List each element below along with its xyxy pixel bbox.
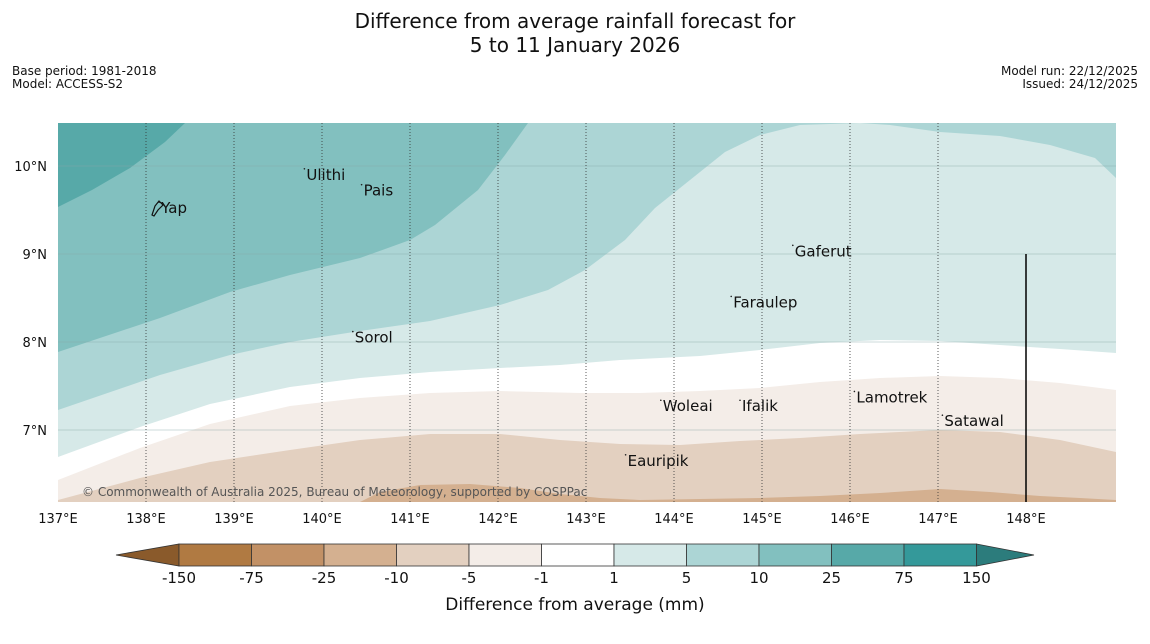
place-marker [360,183,363,186]
band-neg10-neg5 [58,430,1116,502]
lon-tick-label: 143°E [566,512,606,527]
place-label: Ulithi [306,166,345,184]
place-label: Woleai [663,397,713,415]
lon-tick-label: 139°E [214,512,254,527]
lat-tick-label: 8°N [23,336,48,351]
colorbar-label: -25 [312,569,337,587]
place-labels: Ulithi Pais Yap Gaferut Faraulep Sorol Lamotre… [158,166,1004,470]
place-label: Eauripik [628,452,689,470]
lat-tick-labels: 10°N 9°N 8°N 7°N [14,160,47,439]
rainfall-map: © Commonwealth of Australia 2025, Bureau… [58,123,1116,502]
lon-tick-label: 144°E [654,512,694,527]
lon-tick-label: 142°E [478,512,518,527]
colorbar-bin [396,543,470,567]
place-label: Yap [160,199,187,217]
colorbar-label: 150 [962,569,991,587]
colorbar-bin [323,543,397,567]
place-label: Sorol [355,329,393,347]
colorbar-title: Difference from average (mm) [445,595,704,615]
colorbar-label: 1 [609,569,619,587]
lon-gridlines [145,123,939,502]
lon-tick-label: 146°E [830,512,870,527]
place-label: Gaferut [795,242,852,260]
band-pos25-pos75 [58,123,185,207]
colorbar-label: -10 [384,569,409,587]
title-line-1: Difference from average rainfall forecas… [354,9,796,33]
place-marker [660,399,662,402]
lon-tick-label: 138°E [126,512,166,527]
colorbar-label: -5 [462,569,477,587]
colorbar-label: -150 [162,569,196,587]
lon-tick-labels: 137°E 138°E 139°E 140°E 141°E 142°E 143°E 144°E… [38,512,1046,527]
colorbar: -150 -75 -25 -10 -5 -1 1 5 10 25 75 150 [115,543,1035,587]
colorbar-label: 25 [822,569,841,587]
place-marker [739,399,741,402]
colorbar-label: -1 [534,569,549,587]
meta-right: Model run: 22/12/2025 Issued: 24/12/2025 [1001,65,1138,91]
colorbar-label: -75 [239,569,264,587]
place-marker [941,414,944,417]
colorbar-label: 75 [894,569,913,587]
place-marker [730,295,732,298]
model-name: Model: ACCESS-S2 [12,77,124,91]
lat-tick-label: 9°N [23,248,48,263]
lat-tick-label: 7°N [23,424,48,439]
colorbar-bin [613,543,687,567]
band-pos10-pos25 [58,123,528,352]
band-neg25-neg10 [360,484,1116,502]
colorbar-bin [686,543,760,567]
place-label: Ifalik [742,397,778,415]
place-label: Faraulep [733,293,797,311]
meta-left: Base period: 1981-2018 Model: ACCESS-S2 [12,65,157,91]
lon-tick-label: 148°E [1006,512,1046,527]
lon-tick-label: 140°E [302,512,342,527]
base-period: Base period: 1981-2018 [12,64,157,78]
lat-tick-label: 10°N [14,160,47,175]
colorbar-bin [251,543,325,567]
lon-tick-label: 147°E [918,512,958,527]
place-label: Satawal [944,412,1003,430]
place-marker [303,168,306,170]
colorbar-bin [758,543,832,567]
yap-island-outline [151,200,164,217]
lon-tick-label: 145°E [742,512,782,527]
issued-date: Issued: 24/12/2025 [1022,77,1138,91]
place-marker [158,201,160,204]
place-label: Pais [364,182,394,200]
lon-tick-label: 141°E [390,512,430,527]
title-line-2: 5 to 11 January 2026 [469,33,681,57]
colorbar-under-triangle [115,543,180,567]
place-marker [853,390,856,393]
place-marker [624,454,627,456]
colorbar-label: 10 [749,569,768,587]
colorbar-bin [831,543,905,567]
colorbar-bin [903,543,977,567]
lon-tick-label: 137°E [38,512,78,527]
colorbar-label: 5 [682,569,692,587]
colorbar-bin [178,543,252,567]
colorbar-bin [468,543,542,567]
place-marker [792,244,794,247]
place-label: Lamotrek [856,388,927,406]
colorbar-over-triangle [976,543,1035,567]
copyright-note: © Commonwealth of Australia 2025, Bureau… [82,485,587,499]
place-marker [352,330,354,333]
map-title: Difference from average rainfall forecas… [0,9,1150,57]
colorbar-bin [541,543,615,567]
model-run: Model run: 22/12/2025 [1000,64,1138,78]
